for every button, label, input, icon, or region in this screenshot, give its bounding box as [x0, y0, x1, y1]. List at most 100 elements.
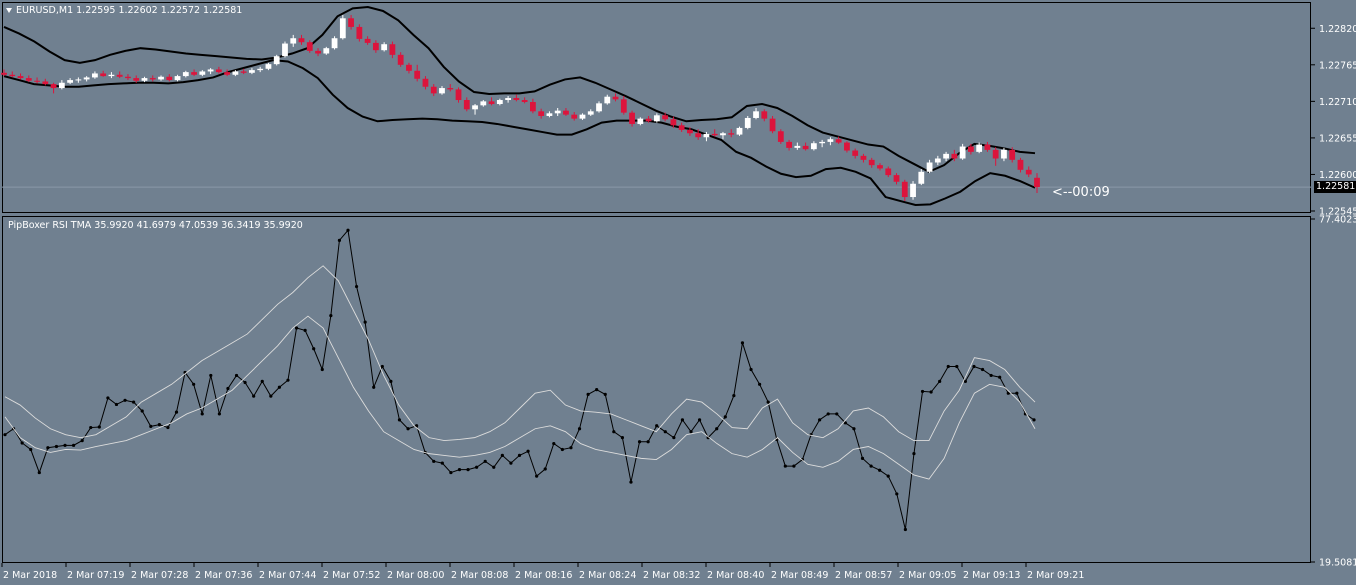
- candle-body: [538, 111, 545, 116]
- candle-body: [141, 78, 148, 81]
- candle-body: [50, 84, 57, 89]
- rsi-point: [869, 464, 873, 468]
- rsi-point: [106, 396, 110, 400]
- rsi-point: [963, 379, 968, 383]
- candle-body: [348, 18, 354, 27]
- candle-body: [835, 139, 842, 143]
- axes: 1.228201.227651.227101.226551.226001.225…: [1, 24, 1356, 581]
- candle-body: [496, 100, 503, 105]
- band-lower-line: [3, 59, 1036, 207]
- time-axis-tick-label: 2 Mar 07:36: [195, 570, 252, 581]
- rsi-point: [234, 373, 239, 378]
- rsi-point: [972, 364, 976, 369]
- candle-body: [951, 153, 958, 159]
- candle-body: [133, 78, 140, 81]
- candle-body: [75, 79, 82, 81]
- price-axis-tick-label: 1.22765: [1319, 60, 1356, 71]
- rsi-point: [440, 461, 444, 465]
- time-axis-tick-label: 2 Mar 08:00: [387, 570, 444, 581]
- rsi-point: [372, 385, 376, 389]
- rsi-point: [672, 436, 676, 440]
- candle-body: [100, 73, 107, 77]
- rsi-point: [835, 412, 839, 416]
- candle-body: [703, 133, 710, 138]
- candle-body: [736, 127, 743, 135]
- candle-body: [976, 144, 983, 152]
- rsi-point: [818, 418, 822, 422]
- candle-body: [215, 69, 222, 73]
- candle-body: [877, 165, 883, 169]
- band-upper-line: [3, 5, 1036, 173]
- candle-body: [769, 118, 776, 132]
- rsi-point: [114, 402, 119, 407]
- candle-body: [9, 74, 16, 77]
- candle-body: [331, 38, 338, 49]
- candle-body: [521, 100, 528, 103]
- candle-body: [414, 70, 421, 79]
- rsi-point: [886, 474, 890, 478]
- candle-body: [455, 89, 462, 101]
- time-axis-tick-label: 2 Mar 08:49: [771, 570, 828, 581]
- candle-body: [530, 102, 536, 112]
- rsi-point: [449, 470, 453, 475]
- price-axis-tick-label: 1.22545: [1319, 207, 1356, 218]
- candle-body: [910, 183, 916, 198]
- rsi-point: [595, 388, 599, 392]
- rsi-point: [620, 436, 625, 440]
- candle-body: [596, 103, 602, 112]
- rsi-lines: [3, 228, 1036, 532]
- rsi-point: [732, 393, 736, 398]
- rsi-point: [843, 421, 847, 425]
- candle-body: [439, 88, 445, 94]
- candle-body: [934, 158, 941, 163]
- rsi-point: [174, 410, 179, 414]
- candle-body: [505, 98, 511, 101]
- rsi-point: [89, 425, 93, 430]
- candle-body: [563, 110, 569, 115]
- rsi-point: [277, 385, 281, 389]
- rsi-point: [217, 412, 221, 416]
- candle-body: [720, 133, 726, 136]
- time-axis-tick-label: 2 Mar 07:44: [259, 570, 316, 581]
- rsi-point: [20, 441, 24, 445]
- rsi-point: [312, 347, 316, 351]
- rsi-point: [697, 418, 702, 422]
- chart-menu-arrow-icon[interactable]: [6, 8, 12, 13]
- rsi-point: [938, 379, 942, 383]
- candle-body: [984, 144, 991, 150]
- time-axis-tick-label: 2 Mar 08:40: [707, 570, 764, 581]
- candle-body: [819, 141, 826, 144]
- rsi-point: [920, 389, 925, 394]
- candle-body: [802, 145, 809, 150]
- time-axis-tick-label: 2 Mar 07:28: [131, 570, 188, 581]
- rsi-point: [552, 441, 556, 446]
- price-chart-panel[interactable]: [2, 2, 1311, 213]
- rsi-point: [37, 470, 41, 475]
- rsi-point: [629, 480, 633, 484]
- rsi-point: [946, 364, 950, 369]
- rsi-indicator-panel[interactable]: [2, 216, 1311, 563]
- rsi-point: [680, 418, 685, 422]
- candle-body: [943, 153, 949, 159]
- rsi-point: [346, 228, 350, 232]
- candle-body: [860, 155, 867, 160]
- candle-body: [273, 56, 280, 65]
- rsi-point: [543, 467, 547, 471]
- rsi-point: [226, 386, 230, 391]
- candle-body: [191, 72, 197, 75]
- rsi-point: [526, 449, 530, 453]
- rsi-point: [749, 367, 753, 372]
- candle-body: [447, 88, 454, 90]
- rsi-point: [603, 392, 607, 396]
- candle-body: [372, 42, 379, 51]
- rsi-point: [783, 464, 787, 468]
- rsi-point: [586, 392, 590, 396]
- price-chart-title: EURUSD,M1 1.22595 1.22602 1.22572 1.2258…: [16, 5, 243, 16]
- rsi-point: [637, 440, 642, 444]
- time-axis-tick-label: 2 Mar 09:21: [1027, 570, 1084, 581]
- rsi-point: [466, 468, 470, 472]
- time-axis-tick-label: 2 Mar 08:16: [515, 570, 572, 581]
- candle-body: [687, 129, 693, 134]
- rsi-point: [80, 438, 84, 443]
- rsi-point: [432, 459, 436, 463]
